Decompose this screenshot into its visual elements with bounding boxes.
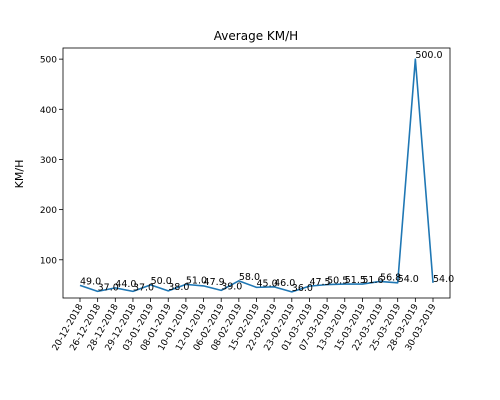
y-tick-label: 100 <box>40 256 57 266</box>
data-label: 500.0 <box>415 50 442 61</box>
data-label: 50.5 <box>327 276 348 287</box>
data-label: 49.0 <box>80 276 101 287</box>
y-tick-label: 200 <box>40 206 57 216</box>
data-label: 51.6 <box>362 275 383 286</box>
data-label: 46.0 <box>274 278 295 289</box>
chart-title: Average KM/H <box>214 29 298 43</box>
y-tick-label: 500 <box>40 56 57 66</box>
data-label: 37.0 <box>98 282 119 293</box>
plot-frame <box>62 47 451 299</box>
data-label: 54.0 <box>433 274 454 285</box>
data-label: 37.0 <box>133 282 154 293</box>
data-label: 51.0 <box>186 275 207 286</box>
y-tick-label: 400 <box>40 106 57 116</box>
data-label: 45.0 <box>257 278 278 289</box>
data-label: 50.0 <box>151 276 172 287</box>
data-label: 47.5 <box>309 277 330 288</box>
y-tick-label: 300 <box>40 156 57 166</box>
plot-area: 10020030040050020-12-201826-12-201828-12… <box>40 47 454 353</box>
series-line <box>79 58 434 293</box>
data-label: 56.8 <box>380 272 401 283</box>
data-label: 44.0 <box>115 279 136 290</box>
data-label: 38.0 <box>168 282 189 293</box>
y-axis-label: KM/H <box>13 160 26 189</box>
data-label: 36.0 <box>292 283 313 294</box>
data-label: 39.0 <box>221 281 242 292</box>
data-label: 51.5 <box>345 275 366 286</box>
data-label: 54.0 <box>398 274 419 285</box>
data-label: 47.9 <box>204 277 225 288</box>
data-label: 58.0 <box>239 272 260 283</box>
